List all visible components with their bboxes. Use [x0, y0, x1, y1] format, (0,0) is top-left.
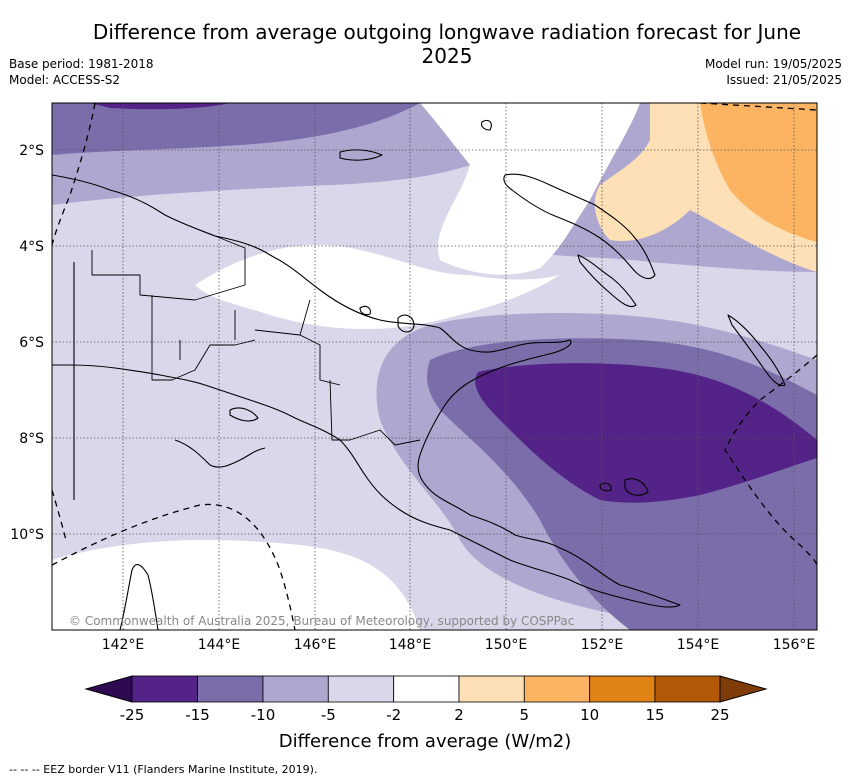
- longitude-ticks: 142°E 144°E 146°E 148°E 150°E 152°E 154°…: [102, 637, 816, 653]
- lat-tick-label: 8°S: [19, 431, 44, 447]
- map-area: [52, 103, 817, 630]
- issued-date: Issued: 21/05/2025: [726, 73, 842, 87]
- lon-tick-label: 146°E: [294, 637, 337, 653]
- anomaly-band-minus5-minus2-east: [700, 290, 817, 345]
- base-period: Base period: 1981-2018: [9, 57, 154, 71]
- colorbar-label: -15: [185, 706, 210, 724]
- anomaly-band-neutral-top: [420, 103, 640, 275]
- map-frame: [51, 102, 818, 631]
- latitude-ticks: 2°S 4°S 6°S 8°S 10°S: [10, 143, 44, 543]
- colorbar: -25 -15 -10 -5 -2 2 5 10 15 25 Differenc…: [84, 675, 768, 752]
- colorbar-segment: [197, 675, 264, 703]
- lon-tick-label: 142°E: [102, 637, 145, 653]
- meta-left: Base period: 1981-2018 Model: ACCESS-S2: [9, 56, 154, 88]
- colorbar-label: -25: [120, 706, 145, 724]
- lon-tick-label: 156°E: [773, 637, 816, 653]
- small-island-5: [599, 482, 612, 492]
- lon-tick-label: 150°E: [485, 637, 528, 653]
- coastlines: [52, 119, 786, 630]
- colorbar-segment: [393, 675, 460, 703]
- small-island-4: [624, 478, 649, 496]
- colorbar-arrow-low: [84, 675, 133, 703]
- colorbar-segment: [523, 675, 591, 703]
- lat-tick-label: 4°S: [19, 239, 44, 255]
- new-britain-coast: [503, 173, 656, 280]
- map-title: Difference from average outgoing longwav…: [92, 20, 802, 68]
- new-ireland-coast: [577, 254, 637, 308]
- colorbar-segment: [262, 675, 329, 703]
- anomaly-band-se-core: [475, 363, 817, 503]
- lon-tick-label: 144°E: [198, 637, 241, 653]
- colorbar-label: -10: [251, 706, 276, 724]
- small-island-6: [229, 407, 259, 422]
- anomaly-band-nw-strong: [52, 103, 420, 155]
- model-name: Model: ACCESS-S2: [9, 73, 121, 87]
- eez-borders: [52, 103, 817, 630]
- colorbar-label: 2: [454, 706, 464, 724]
- lat-tick-label: 10°S: [10, 527, 44, 543]
- copyright-notice: © Commonwealth of Australia 2025, Bureau…: [69, 614, 575, 628]
- colorbar-segment: [458, 675, 525, 703]
- manus-island: [339, 149, 383, 161]
- colorbar-label: 10: [580, 706, 599, 724]
- anomaly-band-neutral-south: [52, 540, 420, 630]
- lon-tick-label: 152°E: [581, 637, 624, 653]
- lat-tick-label: 2°S: [19, 143, 44, 159]
- meta-right: Model run: 19/05/2025 Issued: 21/05/2025: [705, 56, 842, 88]
- small-island-1: [481, 119, 492, 131]
- lat-tick-label: 6°S: [19, 335, 44, 351]
- small-island-2: [397, 314, 415, 333]
- colorbar-title: Difference from average (W/m2): [279, 731, 571, 752]
- colorbar-label: -5: [321, 706, 336, 724]
- colorbar-segment: [589, 675, 656, 703]
- gulf-of-papua-coast: [174, 439, 266, 468]
- model-run: Model run: 19/05/2025: [704, 57, 842, 71]
- anomaly-band-nw-core: [90, 103, 230, 110]
- colorbar-segment: [131, 675, 198, 703]
- anomaly-band-positive-medium: [700, 103, 817, 242]
- colorbar-label: 15: [645, 706, 664, 724]
- bougainville-coast: [727, 314, 786, 387]
- lon-tick-label: 154°E: [677, 637, 720, 653]
- eez-border-note: -- -- -- EEZ border V11 (Flanders Marine…: [9, 763, 318, 776]
- map-gridlines: [52, 103, 817, 630]
- colorbar-label: 25: [710, 706, 729, 724]
- colorbar-segment: [327, 675, 395, 703]
- small-island-3: [359, 305, 371, 316]
- new-guinea-coast: [52, 174, 681, 608]
- colorbar-arrow-high: [719, 675, 768, 703]
- colorbar-label: 5: [520, 706, 530, 724]
- province-boundaries: [91, 235, 421, 446]
- lon-tick-label: 148°E: [389, 637, 432, 653]
- colorbar-segment: [654, 675, 721, 703]
- cape-york-coast: [119, 564, 159, 630]
- colorbar-label: -2: [386, 706, 401, 724]
- anomaly-band-neutral-center: [195, 244, 560, 330]
